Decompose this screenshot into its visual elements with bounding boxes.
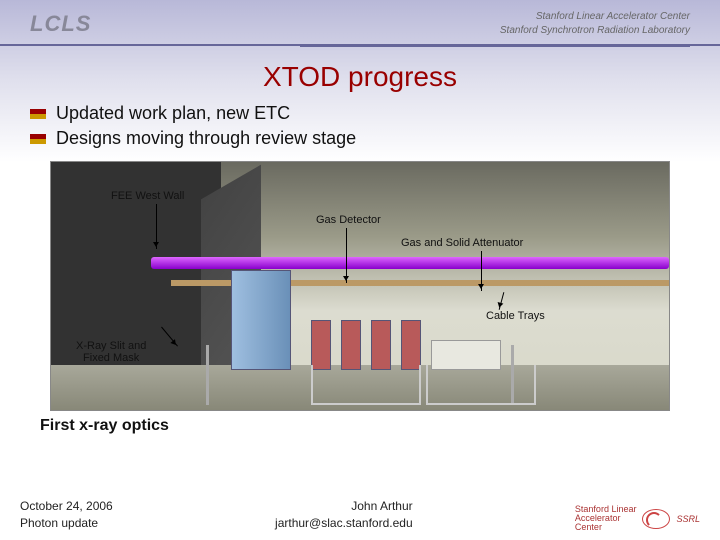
slide-footer: October 24, 2006 Photon update John Arth… [0, 498, 720, 532]
callout-cable-trays: Cable Trays [486, 310, 545, 322]
support-stand [311, 365, 421, 405]
header-bar: LCLS Stanford Linear Accelerator Center … [0, 0, 720, 46]
bullet-list: Updated work plan, new ETC Designs movin… [0, 103, 720, 149]
lcls-logo: LCLS [30, 11, 91, 37]
footer-mid: John Arthur jarthur@slac.stanford.edu [275, 498, 413, 532]
slide-title: XTOD progress [0, 61, 720, 93]
footer-right: Stanford Linear Accelerator Center SSRL [575, 505, 700, 532]
beamline-pipe [151, 257, 669, 269]
attenuator-module [401, 320, 421, 370]
arrow-icon [346, 228, 347, 283]
footer-date: October 24, 2006 [20, 498, 113, 515]
callout-line: Fixed Mask [83, 352, 139, 364]
equipment-enclosure [231, 270, 291, 370]
footer-author: John Arthur [275, 498, 413, 515]
footer-affil: Stanford Linear Accelerator Center [575, 505, 637, 532]
affiliation-text: Stanford Linear Accelerator Center Stanf… [500, 10, 690, 38]
support-stand [426, 365, 536, 405]
bullet-text: Updated work plan, new ETC [56, 103, 290, 124]
attenuator-module [311, 320, 331, 370]
arrow-icon [499, 292, 505, 310]
header-rule [300, 46, 690, 47]
bullet-icon [30, 109, 46, 119]
affil-small-line: Center [575, 523, 637, 532]
support-post [206, 345, 209, 405]
footer-event: Photon update [20, 515, 113, 532]
attenuator-module [341, 320, 361, 370]
arrow-icon [481, 251, 482, 291]
affil-line1: Stanford Linear Accelerator Center [500, 10, 690, 24]
bullet-text: Designs moving through review stage [56, 128, 356, 149]
attenuator-module [371, 320, 391, 370]
ssrl-text: SSRL [676, 514, 700, 524]
callout-fee-west-wall: FEE West Wall [111, 190, 184, 202]
bullet-item: Designs moving through review stage [30, 128, 690, 149]
callout-gas-detector: Gas Detector [316, 214, 381, 226]
bullet-item: Updated work plan, new ETC [30, 103, 690, 124]
footer-left: October 24, 2006 Photon update [20, 498, 113, 532]
callout-xray-slit: X-Ray Slit and Fixed Mask [76, 340, 146, 364]
callout-gas-solid-attenuator: Gas and Solid Attenuator [401, 237, 523, 249]
beamline-figure: FEE West Wall Gas Detector Gas and Solid… [50, 161, 670, 411]
arrow-icon [156, 204, 157, 249]
figure-caption: First x-ray optics [40, 417, 720, 435]
callout-line: X-Ray Slit and [76, 340, 146, 352]
affil-line2: Stanford Synchrotron Radiation Laborator… [500, 24, 690, 38]
ssrl-logo-icon [642, 509, 670, 529]
footer-email: jarthur@slac.stanford.edu [275, 515, 413, 532]
bullet-icon [30, 134, 46, 144]
